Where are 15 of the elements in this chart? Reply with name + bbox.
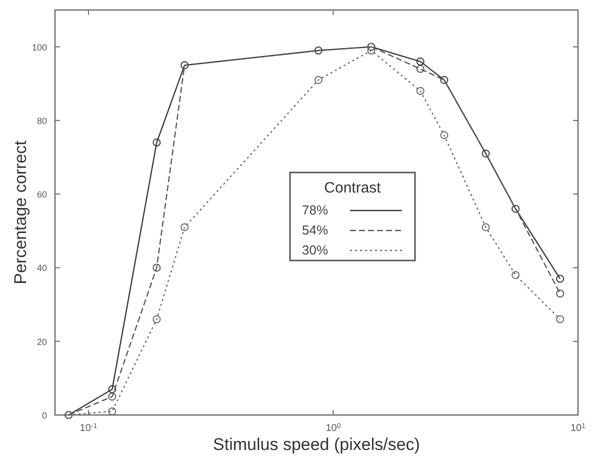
x-axis-title: Stimulus speed (pixels/sec) — [213, 435, 420, 454]
legend-label: 78% — [302, 202, 328, 218]
y-tick-label: 60 — [36, 190, 47, 200]
y-tick-label: 40 — [36, 263, 47, 274]
x-tick-label: 10$^{-1}$ — [80, 422, 98, 434]
y-tick-label: 100 — [32, 42, 47, 52]
y-axis-title: Percentage correct — [11, 140, 30, 284]
legend-label: 54% — [302, 222, 328, 238]
y-tick-label: 20 — [36, 336, 47, 347]
legend-label: 30% — [302, 242, 328, 258]
x-tick-label: 10$^{0}$ — [326, 422, 341, 434]
y-tick-label: 80 — [36, 116, 47, 126]
legend-title: Contrast — [324, 180, 382, 196]
y-tick-label: 0 — [42, 410, 47, 420]
x-tick-label: 10$^{1}$ — [570, 422, 586, 434]
